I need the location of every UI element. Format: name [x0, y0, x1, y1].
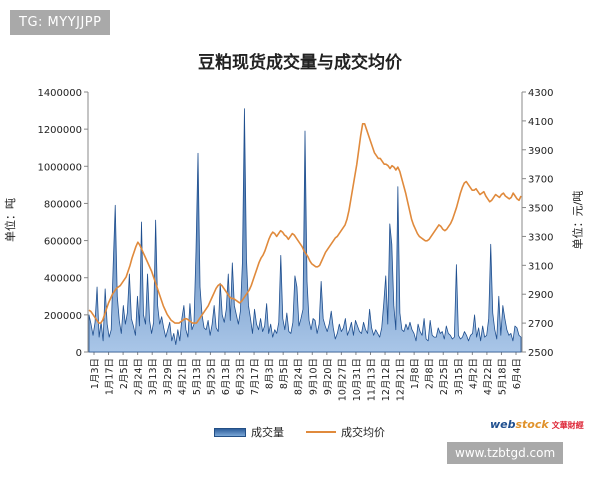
right-tick-label: 3700: [528, 175, 553, 186]
right-tick-label: 2500: [528, 348, 553, 359]
left-tick-label: 1000000: [37, 162, 82, 173]
x-tick-label: 9月10日: [308, 358, 319, 395]
left-tick-label: 0: [76, 348, 82, 359]
x-tick-label: 5月18日: [497, 358, 508, 395]
x-tick-label: 7月17日: [250, 358, 261, 395]
left-tick-label: 1400000: [37, 88, 82, 99]
left-tick-label: 600000: [44, 237, 82, 248]
x-tick-label: 12月12日: [381, 358, 392, 401]
legend-item-price: 成交均价: [306, 424, 385, 440]
x-tick-label: 6月23日: [236, 358, 247, 395]
x-tick-label: 3月15日: [454, 358, 465, 395]
right-tick-label: 4300: [528, 88, 553, 99]
x-tick-label: 8月5日: [279, 358, 290, 389]
x-tick-label: 4月21日: [177, 358, 188, 395]
x-tick-label: 4月22日: [483, 358, 494, 395]
legend-label-volume: 成交量: [251, 426, 284, 439]
legend-item-volume: 成交量: [214, 424, 284, 440]
x-tick-label: 1月17日: [105, 358, 116, 395]
watermark-bottom-badge: www.tzbtgd.com: [447, 442, 564, 464]
x-tick-label: 6月13日: [221, 358, 232, 395]
x-tick-label: 3月29日: [163, 358, 174, 395]
x-tick-label: 5月13日: [192, 358, 203, 395]
x-tick-label: 4月2日: [468, 358, 479, 389]
x-tick-label: 2月5日: [119, 358, 130, 389]
right-tick-label: 3900: [528, 146, 553, 157]
left-tick-label: 1200000: [37, 125, 82, 136]
webstock-logo: webstock 文華財經: [490, 418, 584, 431]
right-tick-label: 2900: [528, 290, 553, 301]
x-tick-label: 8月3日: [265, 358, 276, 389]
x-tick-label: 9月20日: [323, 358, 334, 395]
x-tick-label: 10月31日: [352, 358, 363, 401]
chart-legend: 成交量 成交均价: [214, 424, 385, 440]
x-tick-label: 3月13日: [148, 358, 159, 395]
legend-swatch-volume: [214, 427, 246, 437]
right-tick-label: 3500: [528, 204, 553, 215]
x-tick-label: 2月24日: [134, 358, 145, 395]
x-tick-label: 2月8日: [425, 358, 436, 389]
x-tick-label: 5月25日: [206, 358, 217, 395]
x-tick-label: 12月21日: [396, 358, 407, 401]
x-tick-label: 8月24日: [294, 358, 305, 395]
right-tick-label: 3100: [528, 261, 553, 272]
legend-swatch-price: [306, 431, 336, 433]
x-tick-label: 10月27日: [337, 358, 348, 401]
x-tick-label: 2月25日: [439, 358, 450, 395]
volume-area-series: [88, 108, 522, 353]
left-tick-label: 800000: [44, 199, 82, 210]
x-tick-label: 11月13日: [366, 358, 377, 401]
right-tick-label: 2700: [528, 319, 553, 330]
right-tick-label: 4100: [528, 117, 553, 128]
left-tick-label: 200000: [44, 311, 82, 322]
x-tick-label: 1月3日: [90, 358, 101, 389]
right-tick-label: 3300: [528, 232, 553, 243]
x-tick-label: 1月8日: [410, 358, 421, 389]
chart-title: 豆粕现货成交量与成交均价: [198, 53, 402, 73]
watermark-top-badge: TG: MYYJJPP: [10, 10, 111, 35]
legend-label-price: 成交均价: [341, 426, 385, 439]
x-tick-label: 6月4日: [512, 358, 523, 389]
price-line-series: [88, 122, 522, 324]
left-tick-label: 400000: [44, 274, 82, 285]
